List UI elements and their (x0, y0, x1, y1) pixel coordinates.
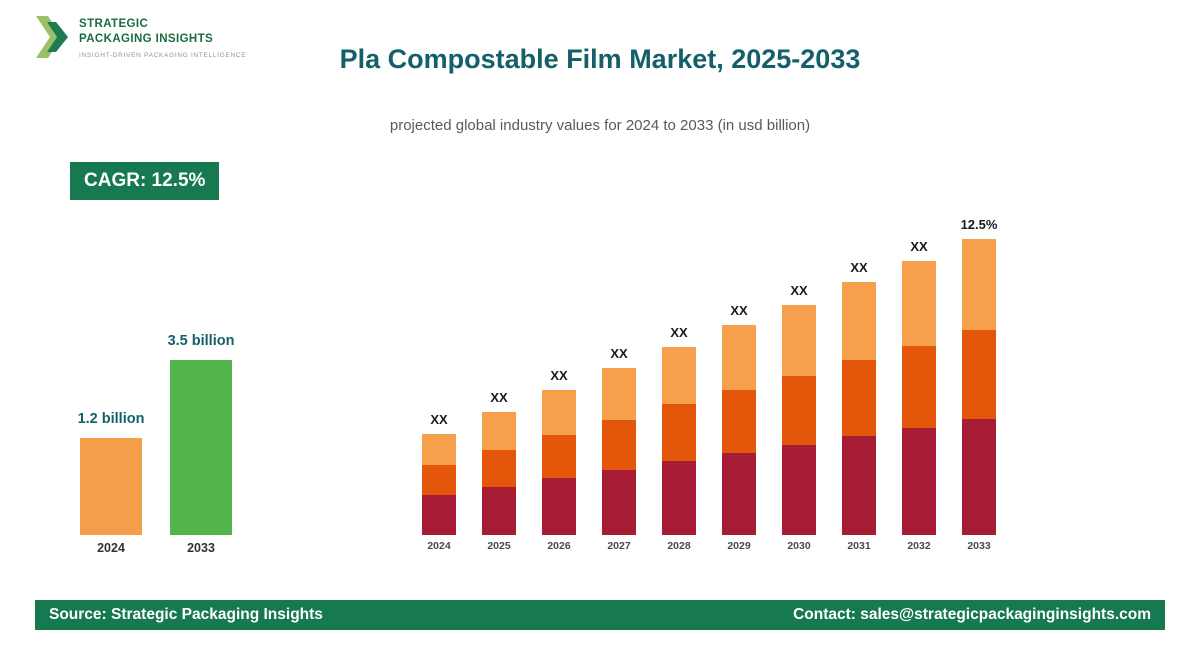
mini-axis-year-2024: 2024 (97, 541, 125, 555)
bar-segment-tier-top (542, 390, 576, 435)
bar-segment-tier-bottom (482, 487, 516, 535)
bar-segment-tier-middle (722, 390, 756, 453)
axis-year-label-2032: 2032 (907, 540, 931, 552)
bar-stack-2028 (662, 347, 696, 535)
bar-value-label-2025: XX (490, 390, 508, 405)
bar-segment-tier-top (602, 368, 636, 420)
bar-stack-2029 (722, 325, 756, 535)
bar-value-label-2031: XX (850, 260, 868, 275)
brand-tagline: INSIGHT-DRIVEN PACKAGING INTELLIGENCE (79, 51, 247, 59)
axis-year-label-2026: 2026 (547, 540, 571, 552)
axis-year-label-2030: 2030 (787, 540, 811, 552)
mini-bar-2024 (80, 438, 142, 535)
footer-source: Source: Strategic Packaging Insights (49, 606, 323, 623)
cagr-badge: CAGR: 12.5% (70, 162, 220, 200)
bar-stack-2026 (542, 390, 576, 535)
bar-segment-tier-top (782, 305, 816, 376)
mini-bar-value-2033: 3.5 billion (167, 333, 235, 349)
bar-segment-tier-bottom (962, 419, 996, 535)
bar-segment-tier-top (902, 261, 936, 346)
bar-segment-tier-top (722, 325, 756, 390)
bar-segment-tier-middle (542, 435, 576, 478)
bar-stack-2030 (782, 305, 816, 535)
bar-segment-tier-bottom (662, 461, 696, 535)
page-title: Pla Compostable Film Market, 2025-2033 (339, 44, 861, 74)
bar-value-label-2029: XX (730, 303, 748, 318)
bar-value-label-2033: 12.5% (960, 217, 998, 232)
bar-segment-tier-middle (662, 404, 696, 461)
mini-bar-value-2024: 1.2 billion (77, 411, 145, 427)
brand-logo-text: STRATEGIC PACKAGING INSIGHTS INSIGHT-DRI… (79, 14, 246, 59)
bar-segment-tier-top (662, 347, 696, 404)
bar-stack-2031 (842, 282, 876, 535)
stacked-bar-chart: XX 2024 XX 2025 XX 2026 XX 2027 XX 2028 XX 2029 XX 20… (410, 198, 1010, 568)
footer-bar: Source: Strategic Packaging Insights Con… (35, 600, 1165, 630)
axis-year-label-2027: 2027 (607, 540, 631, 552)
axis-year-label-2024: 2024 (427, 540, 451, 552)
bar-stack-2033 (962, 239, 996, 535)
bar-value-label-2032: XX (910, 239, 928, 254)
brand-logo: STRATEGIC PACKAGING INSIGHTS INSIGHT-DRI… (35, 14, 246, 60)
bar-segment-tier-top (962, 239, 996, 330)
bar-value-label-2026: XX (550, 368, 568, 383)
bar-segment-tier-middle (842, 360, 876, 436)
page-subtitle: projected global industry values for 202… (389, 117, 811, 134)
bar-value-label-2024: XX (430, 412, 448, 427)
axis-year-label-2028: 2028 (667, 540, 691, 552)
brand-name-line1: STRATEGIC (79, 18, 149, 30)
bar-segment-tier-middle (602, 420, 636, 470)
bar-value-label-2028: XX (670, 325, 688, 340)
bar-segment-tier-middle (902, 346, 936, 428)
bar-stack-2032 (902, 261, 936, 535)
bar-value-label-2030: XX (790, 283, 808, 298)
bar-segment-tier-bottom (722, 453, 756, 535)
axis-year-label-2029: 2029 (727, 540, 751, 552)
bar-segment-tier-top (482, 412, 516, 450)
bar-segment-tier-top (422, 434, 456, 465)
bar-segment-tier-middle (782, 376, 816, 445)
footer-contact: Contact: sales@strategicpackaginginsight… (793, 606, 1151, 623)
bar-segment-tier-bottom (542, 478, 576, 535)
bar-stack-2024 (422, 434, 456, 535)
axis-year-label-2033: 2033 (967, 540, 991, 552)
bar-segment-tier-bottom (422, 495, 456, 535)
bar-segment-tier-middle (422, 465, 456, 495)
bar-segment-tier-bottom (902, 428, 936, 535)
bar-segment-tier-middle (482, 450, 516, 487)
bar-segment-tier-middle (962, 330, 996, 419)
bar-value-label-2027: XX (610, 346, 628, 361)
bar-segment-tier-bottom (842, 436, 876, 535)
mini-comparison-chart: 1.2 billion 3.5 billion 2024 2033 (70, 325, 245, 560)
bar-stack-2025 (482, 412, 516, 535)
mini-bar-2033 (170, 360, 232, 535)
bar-segment-tier-bottom (782, 445, 816, 535)
brand-name-line2: PACKAGING INSIGHTS (79, 32, 214, 45)
mini-axis-year-2033: 2033 (187, 541, 215, 555)
axis-year-label-2025: 2025 (487, 540, 511, 552)
bar-segment-tier-bottom (602, 470, 636, 535)
bar-stack-2027 (602, 368, 636, 535)
axis-year-label-2031: 2031 (847, 540, 871, 552)
bar-segment-tier-top (842, 282, 876, 360)
logo-chevron-icon (36, 16, 68, 58)
